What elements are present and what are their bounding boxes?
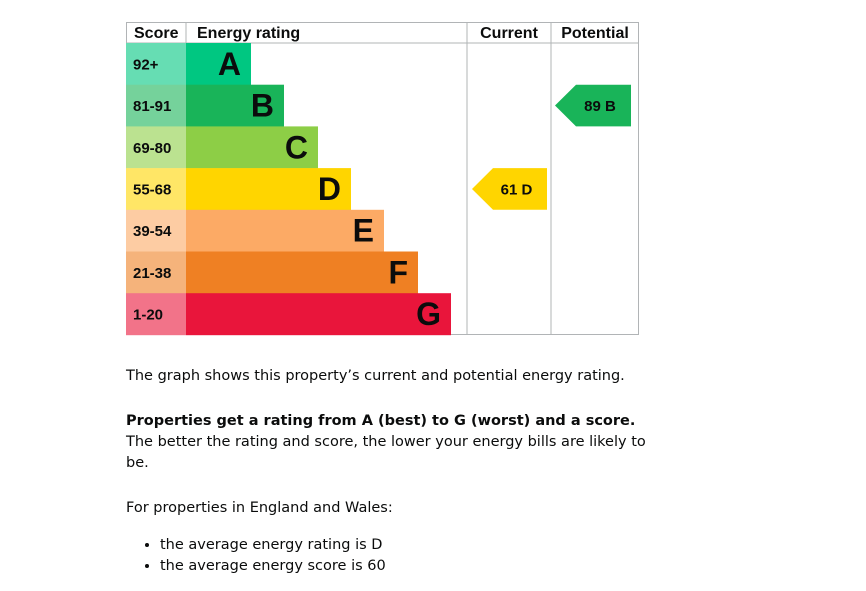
england-wales-line: For properties in England and Wales: (126, 500, 393, 516)
rating-bar-a (186, 43, 251, 85)
potential-marker-label: 89 B (584, 98, 616, 115)
rating-bar-d (186, 168, 351, 211)
current-marker-label: 61 D (501, 181, 533, 198)
score-cell-g (126, 293, 186, 336)
rating-bar-c (186, 126, 318, 169)
potential-marker (555, 84, 631, 127)
rating-bar-b (186, 84, 284, 127)
list-item: the average energy rating is D (160, 535, 646, 556)
header-energy-rating: Energy rating (197, 25, 300, 42)
score-range-e: 39-54 (133, 223, 172, 240)
list-item: the average energy score is 60 (160, 556, 646, 577)
rating-bar-f (186, 251, 418, 294)
score-cell-a (126, 43, 186, 85)
energy-rating-chart: Score Energy rating Current Potential 92+ A 81… (126, 22, 639, 336)
header-potential: Potential (561, 25, 629, 42)
header-current: Current (480, 25, 538, 42)
rating-letter-d: D (318, 171, 341, 207)
score-cell-b (126, 84, 186, 127)
rating-paragraph: Properties get a rating from A (best) to… (126, 411, 646, 474)
score-range-d: 55-68 (133, 181, 171, 198)
rating-bar-e (186, 209, 384, 252)
average-list: the average energy rating is D the avera… (126, 535, 646, 577)
score-cell-f (126, 251, 186, 294)
rating-letter-g: G (416, 296, 441, 332)
current-marker (472, 168, 547, 210)
header-score: Score (134, 25, 179, 42)
score-range-a: 92+ (133, 56, 159, 73)
score-cell-d (126, 168, 186, 211)
score-cell-e (126, 209, 186, 252)
score-range-g: 1-20 (133, 307, 163, 324)
rating-letter-e: E (353, 213, 374, 249)
score-range-c: 69-80 (133, 140, 171, 157)
rating-bar-g (186, 293, 451, 336)
rating-letter-f: F (388, 254, 408, 290)
score-cell-c (126, 126, 186, 169)
intro-paragraph: The graph shows this property’s current … (126, 368, 625, 384)
rating-letter-b: B (251, 88, 274, 124)
score-range-f: 21-38 (133, 265, 171, 282)
rating-letter-c: C (285, 129, 308, 165)
score-range-b: 81-91 (133, 98, 171, 115)
rating-bold-text: Properties get a rating from A (best) to… (126, 413, 636, 429)
rating-letter-a: A (218, 46, 241, 82)
rating-rest-text: The better the rating and score, the low… (126, 434, 646, 471)
explanation-text: The graph shows this property’s current … (126, 366, 646, 577)
